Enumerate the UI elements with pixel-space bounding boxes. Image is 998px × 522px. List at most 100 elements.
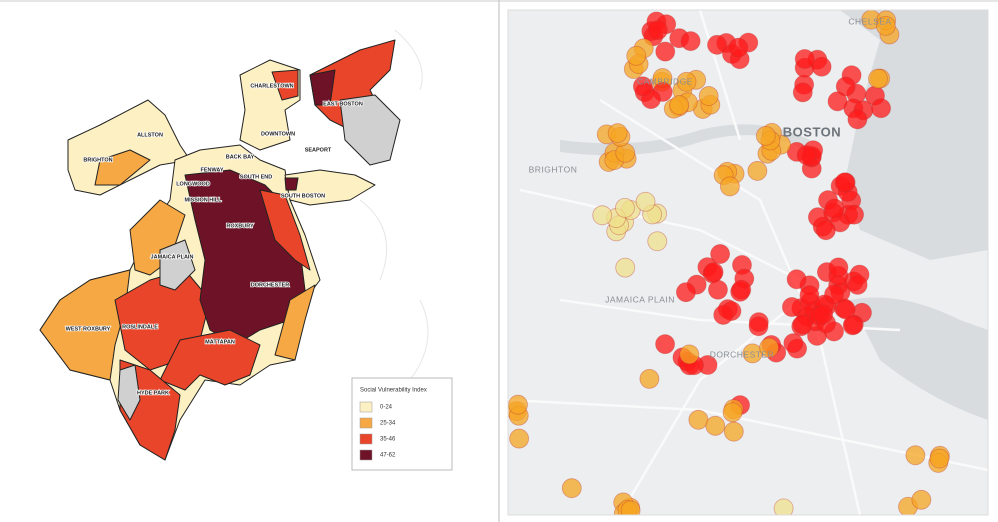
location-dot: [615, 257, 636, 278]
location-dot: [827, 91, 848, 112]
location-dot: [647, 231, 668, 252]
tract: [271, 69, 299, 101]
neighborhood-label: LONGWOOD: [176, 181, 210, 187]
legend-label: 0-24: [380, 405, 393, 411]
location-dot: [824, 284, 844, 305]
location-dot: [813, 304, 834, 325]
neighborhood-label: HYDE PARK: [137, 390, 169, 396]
location-dot: [707, 34, 727, 55]
location-dot: [905, 445, 926, 466]
location-dot: [508, 394, 528, 415]
neighborhood-label: ROSLINDALE: [122, 324, 158, 330]
map-labels: CHELSEA CAMBRIDGE BOSTON BRIGHTON JAMAICA PL…: [529, 16, 891, 359]
neighborhood-label: MISSION HILL: [185, 197, 223, 203]
location-dot: [792, 82, 813, 103]
location-dot: [794, 49, 815, 69]
location-dot: [781, 297, 802, 317]
location-dot: [620, 500, 641, 515]
location-dot: [747, 161, 768, 181]
location-dot: [680, 31, 701, 52]
location-dot: [676, 282, 696, 303]
location-dot: [871, 98, 891, 119]
location-dot: [844, 204, 864, 225]
tract: [94, 149, 151, 186]
location-dot: [708, 279, 728, 300]
neighborhood-label: ROXBURY: [226, 223, 254, 229]
location-dot: [731, 279, 752, 300]
legend-swatch: [359, 417, 373, 429]
tract: [274, 284, 316, 361]
south-boston: [284, 169, 376, 206]
location-dot: [655, 334, 675, 355]
tract: [284, 177, 299, 191]
airport: [339, 94, 401, 166]
legend: Social Vulnerability Index 0-24 25-34 35-46…: [359, 388, 427, 461]
park: [159, 239, 196, 291]
neighborhood-label: ALLSTON: [137, 132, 163, 138]
location-dot: [828, 257, 849, 278]
neighborhood-label: SEAPORT: [305, 147, 332, 153]
neighborhood-label: BRIGHTON: [83, 157, 112, 163]
legend-swatch: [359, 433, 373, 445]
location-dot: [722, 402, 743, 423]
neighborhood-label: FENWAY: [200, 167, 223, 173]
neighborhood-label: BACK BAY: [226, 154, 255, 160]
right-map: CHELSEA CAMBRIDGE BOSTON BRIGHTON JAMAICA PL…: [508, 10, 988, 515]
location-dot: [755, 125, 776, 146]
left-map: Social Vulnerability Index 0-24 25-34 35-46…: [39, 29, 453, 471]
location-dot: [875, 16, 896, 36]
location-dot: [639, 368, 660, 389]
roads: [508, 10, 988, 515]
location-dot: [655, 41, 676, 62]
location-dot: [811, 56, 832, 77]
location-dot: [868, 68, 888, 89]
neighborhood-label: SOUTH BOSTON: [281, 193, 325, 199]
location-dot: [929, 448, 950, 469]
location-dot: [719, 176, 740, 197]
location-dot: [635, 191, 656, 212]
legend-title: Social Vulnerability Index: [360, 388, 427, 394]
location-dot: [647, 20, 668, 41]
location-dot: [607, 123, 628, 144]
legend-label: 25-34: [380, 421, 396, 427]
location-dot: [705, 415, 726, 436]
location-dot: [847, 274, 868, 295]
location-dot: [783, 333, 804, 354]
location-dot: [847, 109, 868, 130]
location-dot: [792, 314, 813, 335]
neighborhood-label: JAMAICA PLAIN: [151, 254, 194, 260]
place-label: CHELSEA: [848, 16, 891, 26]
neighborhood-label: WEST ROXBURY: [66, 326, 111, 332]
tract: [259, 189, 311, 271]
location-dot: [911, 489, 932, 510]
place-label: JAMAICA PLAIN: [605, 294, 675, 304]
location-dot: [669, 95, 690, 115]
location-dot: [509, 428, 530, 449]
location-dot: [723, 421, 744, 442]
location-dot: [688, 409, 709, 430]
park: [117, 364, 141, 421]
location-dot: [632, 76, 653, 97]
location-dot: [759, 337, 779, 358]
location-dot: [796, 145, 817, 166]
legend-label: 47-62: [380, 453, 396, 459]
location-dot: [710, 244, 731, 264]
location-dot: [592, 205, 613, 226]
place-label: DORCHESTER: [710, 349, 775, 359]
place-label: CAMBRIDGE: [637, 76, 693, 86]
location-dot: [748, 316, 769, 337]
neighborhood-label: CHARLESTOWN: [250, 83, 293, 89]
neighborhood-label: DORCHESTER: [251, 282, 290, 288]
location-dot: [713, 305, 734, 325]
location-dot: [626, 45, 647, 66]
neighborhood-label: DOWNTOWN: [261, 131, 295, 137]
location-dot: [676, 71, 697, 92]
location-dot: [698, 86, 719, 106]
neighborhood-label: EAST BOSTON: [323, 101, 363, 107]
location-dot: [815, 220, 836, 241]
location-dot: [561, 478, 582, 499]
legend-swatch: [359, 449, 373, 461]
location-dot: [728, 37, 749, 58]
neighborhood-label: MATTAPAN: [205, 339, 235, 345]
